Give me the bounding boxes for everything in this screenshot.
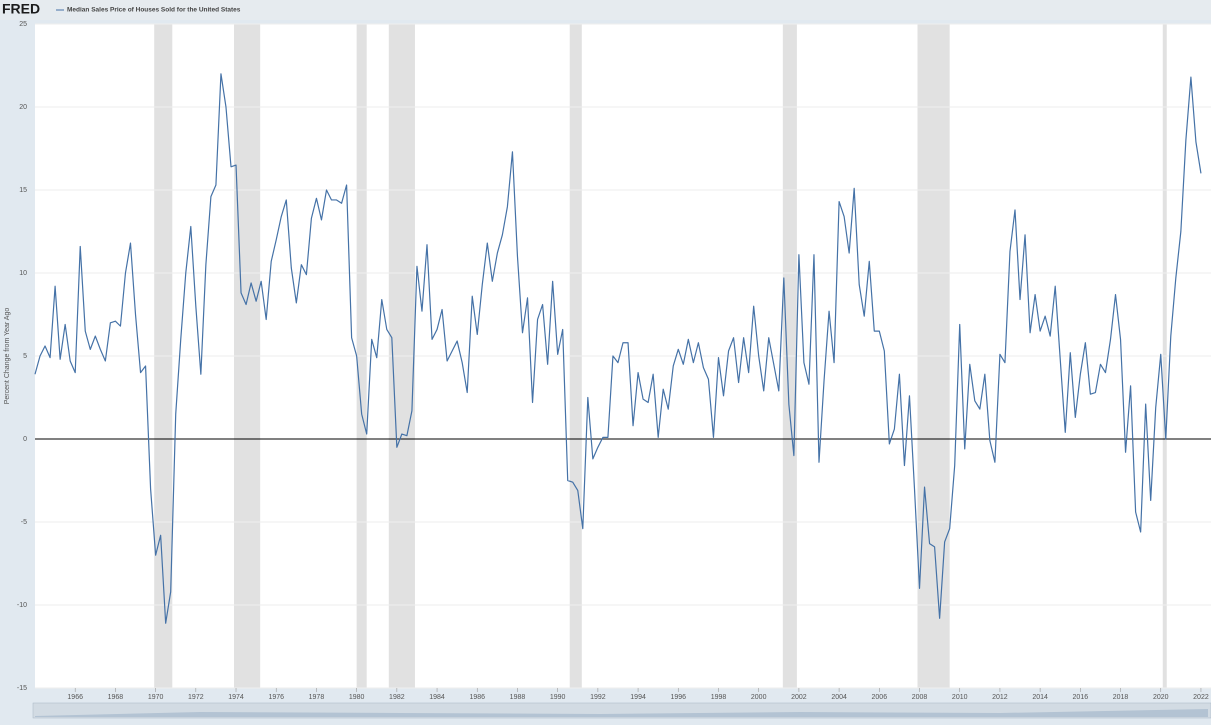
header-bar <box>0 0 1211 20</box>
x-tick-label: 2016 <box>1073 694 1089 701</box>
x-tick-label: 2020 <box>1153 694 1169 701</box>
x-tick-label: 1980 <box>349 694 365 701</box>
x-tick-label: 2010 <box>952 694 968 701</box>
x-tick-label: 2018 <box>1113 694 1129 701</box>
x-tick-label: 1990 <box>550 694 566 701</box>
y-tick-label: 5 <box>23 353 27 360</box>
x-tick-label: 2022 <box>1193 694 1209 701</box>
legend-label: Median Sales Price of Houses Sold for th… <box>67 7 241 14</box>
x-tick-label: 1970 <box>148 694 164 701</box>
x-tick-label: 1972 <box>188 694 204 701</box>
x-tick-label: 1998 <box>711 694 727 701</box>
logo: FRED <box>2 1 40 17</box>
x-tick-label: 1982 <box>389 694 405 701</box>
y-tick-label: -10 <box>17 602 27 609</box>
y-tick-label: -15 <box>17 685 27 692</box>
x-tick-label: 2000 <box>751 694 767 701</box>
x-tick-label: 1968 <box>108 694 124 701</box>
y-tick-label: 15 <box>19 187 27 194</box>
x-tick-label: 1974 <box>228 694 244 701</box>
y-tick-label: 20 <box>19 104 27 111</box>
x-tick-label: 1992 <box>590 694 606 701</box>
y-tick-label: 25 <box>19 21 27 28</box>
x-tick-label: 2014 <box>1032 694 1048 701</box>
x-tick-label: 1988 <box>510 694 526 701</box>
y-tick-label: -5 <box>21 519 27 526</box>
x-tick-label: 2002 <box>791 694 807 701</box>
x-tick-label: 1994 <box>630 694 646 701</box>
x-tick-label: 2004 <box>831 694 847 701</box>
x-tick-label: 2008 <box>912 694 928 701</box>
x-tick-label: 1976 <box>268 694 284 701</box>
x-tick-label: 1986 <box>469 694 485 701</box>
x-tick-label: 1996 <box>670 694 686 701</box>
x-tick-label: 2012 <box>992 694 1008 701</box>
navigator-series <box>35 709 1208 717</box>
x-tick-label: 2006 <box>872 694 888 701</box>
y-axis-label: Percent Change from Year Ago <box>4 308 11 405</box>
y-tick-label: 0 <box>23 436 27 443</box>
x-tick-label: 1984 <box>429 694 445 701</box>
y-tick-label: 10 <box>19 270 27 277</box>
x-tick-label: 1978 <box>309 694 325 701</box>
series-line <box>34 73 1202 624</box>
x-tick-label: 1966 <box>67 694 83 701</box>
